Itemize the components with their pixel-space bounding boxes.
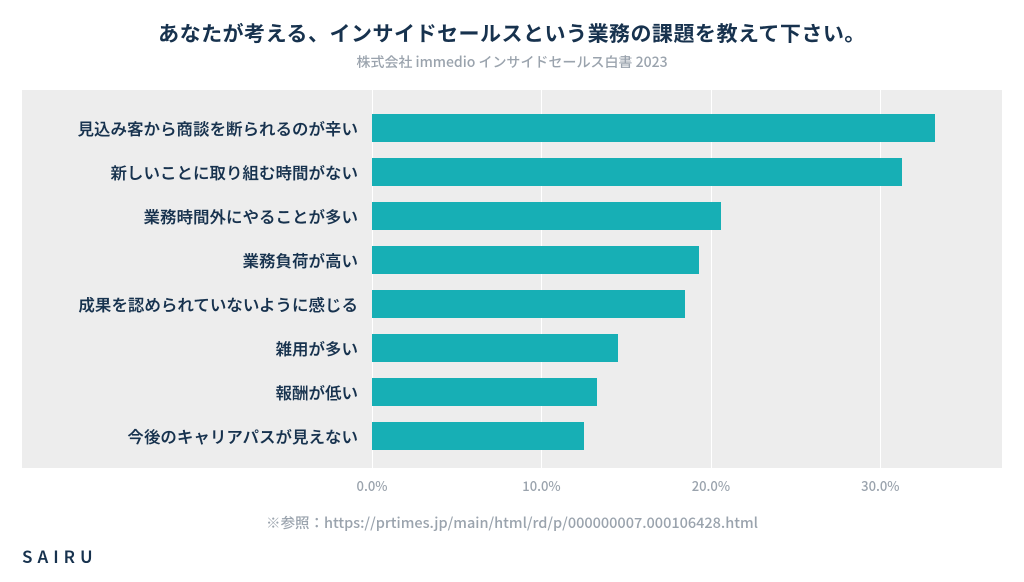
bar-label: 新しいことに取り組む時間がない [22,160,372,184]
bar-track [372,114,982,142]
x-tick: 20.0% [692,476,730,495]
chart-title: あなたが考える、インサイドセールスという業務の課題を教えて下さい。 [0,18,1024,48]
bar-track [372,422,982,450]
bar-row: 業務負荷が高い [22,238,1002,282]
bar-track [372,334,982,362]
bar-row: 新しいことに取り組む時間がない [22,150,1002,194]
bar-label: 成果を認められていないように感じる [22,292,372,316]
footnote: ※参照：https://prtimes.jp/main/html/rd/p/00… [0,512,1024,533]
bar [372,290,685,318]
bar-track [372,290,982,318]
bar-row: 業務時間外にやることが多い [22,194,1002,238]
bar-row: 報酬が低い [22,370,1002,414]
bar-label: 報酬が低い [22,380,372,404]
bar-label: 見込み客から商談を断られるのが辛い [22,116,372,140]
bar-track [372,378,982,406]
bar-label: 業務時間外にやることが多い [22,204,372,228]
chart: 見込み客から商談を断られるのが辛い新しいことに取り組む時間がない業務時間外にやる… [22,90,1002,500]
footer-brand: SAIRU [0,533,1024,582]
bar-row: 見込み客から商談を断られるのが辛い [22,106,1002,150]
bar-row: 今後のキャリアパスが見えない [22,414,1002,458]
bar [372,114,935,142]
bar [372,246,699,274]
x-axis: 0.0%10.0%20.0%30.0% [372,468,982,500]
title-block: あなたが考える、インサイドセールスという業務の課題を教えて下さい。 株式会社 i… [0,0,1024,78]
x-tick: 30.0% [861,476,899,495]
bar-track [372,246,982,274]
bar-label: 今後のキャリアパスが見えない [22,424,372,448]
page: あなたが考える、インサイドセールスという業務の課題を教えて下さい。 株式会社 i… [0,0,1024,576]
bar [372,378,597,406]
bar [372,158,902,186]
bar-label: 雑用が多い [22,336,372,360]
bar-track [372,158,982,186]
bar-row: 成果を認められていないように感じる [22,282,1002,326]
bar [372,422,584,450]
chart-subtitle: 株式会社 immedio インサイドセールス白書 2023 [0,52,1024,72]
plot-area: 見込み客から商談を断られるのが辛い新しいことに取り組む時間がない業務時間外にやる… [22,90,1002,468]
bar [372,334,618,362]
bar-label: 業務負荷が高い [22,248,372,272]
x-tick: 10.0% [522,476,560,495]
bar [372,202,721,230]
bar-track [372,202,982,230]
bar-row: 雑用が多い [22,326,1002,370]
x-tick: 0.0% [357,476,388,495]
bar-rows: 見込み客から商談を断られるのが辛い新しいことに取り組む時間がない業務時間外にやる… [22,90,1002,468]
